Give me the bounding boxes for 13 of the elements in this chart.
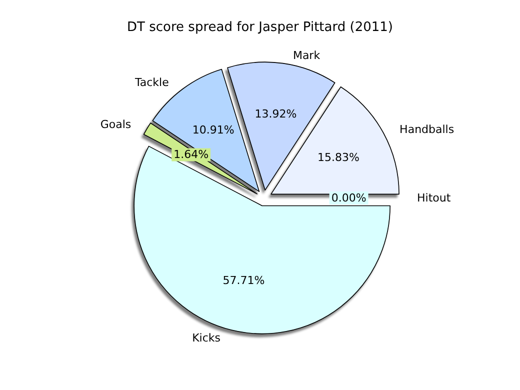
chart-title: DT score spread for Jasper Pittard (2011)	[127, 20, 393, 35]
slice-label: Tackle	[134, 76, 170, 90]
data-label: 1.64%	[174, 148, 209, 162]
slice-label: Kicks	[192, 331, 221, 344]
data-label: 57.71%	[222, 274, 265, 287]
slice-label: Mark	[292, 48, 321, 62]
slice-label: Handballs	[400, 122, 454, 136]
data-label: 15.83%	[318, 151, 360, 164]
text: 0.00%	[331, 192, 366, 204]
slice-label: Goals	[100, 118, 132, 132]
data-label: 10.91%	[192, 124, 234, 137]
data-label: 13.92%	[254, 108, 297, 121]
category-label: Hitout	[417, 192, 451, 204]
